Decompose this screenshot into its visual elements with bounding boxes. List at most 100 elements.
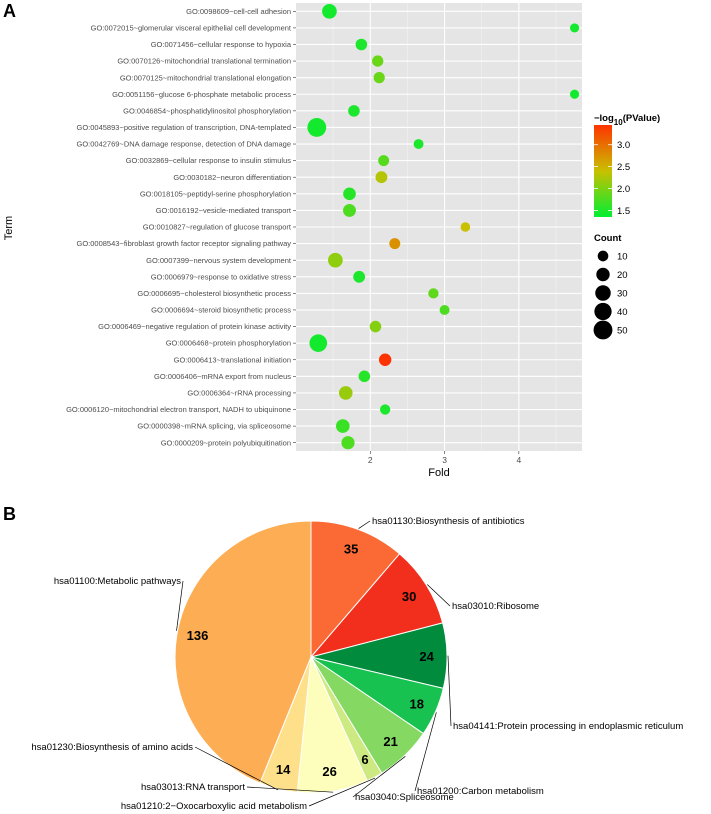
term-label: GO:0006694~steroid biosynthetic process <box>151 306 291 315</box>
slice-leader-line <box>427 584 451 607</box>
data-point <box>428 288 439 299</box>
term-label: GO:0006468~protein phosphorylation <box>166 339 291 348</box>
size-legend: Count 10 20 30 40 50 <box>593 233 628 340</box>
size-legend-dot <box>593 320 613 340</box>
x-tick-label: 2 <box>368 455 373 465</box>
color-legend-bar <box>594 125 612 217</box>
term-label: GO:0030182~neuron differentiation <box>173 173 291 182</box>
term-label: GO:0010827~regulation of glucose transpo… <box>143 223 292 232</box>
term-label: GO:0046854~phosphatidylinositol phosphor… <box>123 106 291 115</box>
term-label: GO:0071456~cellular response to hypoxia <box>151 40 292 49</box>
slice-value-label: 136 <box>187 628 209 643</box>
color-legend-title-prefix: −log <box>594 113 614 124</box>
data-point <box>322 3 337 19</box>
data-point <box>375 171 388 184</box>
x-tick-label: 3 <box>442 455 447 465</box>
color-legend-tick-label: 2.0 <box>617 184 630 195</box>
term-label: GO:0006406~mRNA export from nucleus <box>154 372 291 381</box>
slice-value-label: 35 <box>344 542 358 557</box>
slice-leader-line <box>358 520 371 529</box>
data-point <box>358 370 371 383</box>
data-point <box>353 270 366 283</box>
size-legend-title: Count <box>594 233 622 244</box>
size-legend-label: 40 <box>617 307 628 318</box>
slice-category-label: hsa03013:RNA transport <box>141 782 245 793</box>
slice-value-label: 30 <box>402 589 416 604</box>
data-point <box>348 105 360 117</box>
slice-leader-line <box>194 746 279 791</box>
term-label: GO:0008543~fibroblast growth factor rece… <box>76 239 291 248</box>
slice-category-label: hsa04141:Protein processing in endoplasm… <box>453 721 683 732</box>
data-point <box>355 38 368 51</box>
panel-a-letter: A <box>3 1 16 21</box>
slice-leader-line <box>447 655 452 727</box>
data-point <box>309 334 328 352</box>
slice-value-label: 21 <box>383 734 397 749</box>
pie-chart: 35 30 24 18 21 6 26 14 136 hsa01130:Biosynthesis… <box>31 516 683 812</box>
data-point <box>338 386 353 400</box>
size-legend-label: 50 <box>617 326 628 337</box>
size-legend-dot <box>596 267 610 282</box>
term-label: GO:0007399~nervous system development <box>146 256 292 265</box>
slice-category-label: hsa01100:Metabolic pathways <box>54 576 181 587</box>
data-point <box>439 304 450 315</box>
term-label: GO:0051156~glucose 6-phosphate metabolic… <box>112 90 291 99</box>
data-point <box>328 252 343 268</box>
color-legend-tick-label: 1.5 <box>617 206 630 217</box>
data-point <box>369 320 382 333</box>
slice-leader-line <box>176 580 184 631</box>
slice-value-label: 14 <box>276 762 291 777</box>
data-point <box>378 155 390 167</box>
data-point <box>343 203 356 217</box>
slice-leader-line <box>246 786 334 793</box>
term-label: GO:0006695~cholesterol biosynthetic proc… <box>137 289 291 298</box>
data-point <box>569 23 580 33</box>
term-label: GO:0070125~mitochondrial translational e… <box>120 73 291 82</box>
color-legend-title: −log10(PValue) <box>594 113 660 127</box>
data-point <box>373 72 385 84</box>
slice-value-label: 24 <box>419 649 434 664</box>
term-label: GO:0006120~mitochondrial electron transp… <box>66 405 291 414</box>
slice-category-label: hsa03040:Spliceosome <box>355 792 454 803</box>
data-point <box>378 353 392 366</box>
color-legend: −log10(PValue) 3.0 2.5 2.0 1.5 <box>594 113 660 217</box>
slice-category-label: hsa01130:Biosynthesis of antibiotics <box>372 516 525 527</box>
size-legend-dot <box>597 250 609 262</box>
term-label: GO:0016192~vesicle-mediated transport <box>156 206 292 215</box>
color-legend-title-suffix: (PValue) <box>623 113 661 124</box>
term-label: GO:0098609~cell-cell adhesion <box>186 7 291 16</box>
data-point <box>379 404 391 415</box>
slice-leader-line <box>308 777 376 807</box>
slice-value-label: 26 <box>322 764 336 779</box>
term-label: GO:0070126~mitochondrial translational t… <box>117 57 291 66</box>
size-legend-label: 10 <box>617 252 628 263</box>
slice-category-label: hsa03010:Ribosome <box>452 601 539 612</box>
color-legend-title-sub: 10 <box>614 118 623 127</box>
term-label: GO:0006979~response to oxidative stress <box>151 272 292 281</box>
term-label: GO:0032869~cellular response to insulin … <box>126 156 292 165</box>
data-point <box>343 187 356 201</box>
size-legend-label: 30 <box>617 289 628 300</box>
size-legend-dot <box>594 302 612 321</box>
data-point <box>307 118 327 137</box>
data-point <box>389 238 401 250</box>
slice-leader-line <box>352 756 406 798</box>
slice-category-label: hsa01230:Biosynthesis of amino acids <box>31 742 193 753</box>
term-label: GO:0000398~mRNA splicing, via spliceosom… <box>137 422 291 431</box>
size-legend-label: 20 <box>617 270 628 281</box>
slice-category-label: hsa01200:Carbon metabolism <box>417 786 544 797</box>
data-point <box>569 89 580 99</box>
size-legend-dot <box>595 285 611 301</box>
color-legend-tick-label: 2.5 <box>617 162 630 173</box>
panel-b-letter: B <box>3 504 16 524</box>
dot-plot: GO:0098609~cell-cell adhesion GO:0072015~… <box>66 3 582 465</box>
slice-value-label: 6 <box>361 752 368 767</box>
x-axis-title: Fold <box>428 467 449 479</box>
term-label: GO:0018105~peptidyl-serine phosphorylati… <box>140 189 291 198</box>
data-point <box>372 55 384 67</box>
term-label: GO:0042769~DNA damage response, detectio… <box>76 140 291 149</box>
term-label: GO:0072015~glomerular visceral epithelia… <box>91 23 292 32</box>
y-axis-title: Term <box>3 216 15 240</box>
pie-slice <box>310 520 401 659</box>
